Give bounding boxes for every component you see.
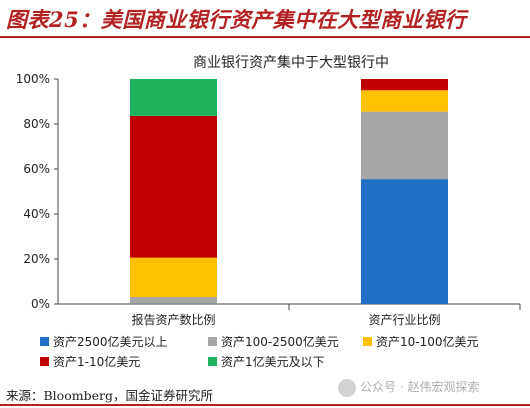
legend-label: 资产1-10亿美元 (53, 354, 140, 369)
legend-swatch (208, 337, 217, 346)
figure-title-bar: 图表25：美国商业银行资产集中在大型商业银行 (0, 0, 530, 38)
bottom-rule (0, 404, 530, 406)
y-tick-label: 0% (31, 297, 50, 311)
legend-swatch (40, 337, 49, 346)
bar-segment (130, 115, 217, 258)
legend-label: 资产100-2500亿美元 (221, 334, 339, 349)
y-tick-label: 60% (23, 162, 50, 176)
legend-label: 资产2500亿美元以上 (53, 334, 168, 349)
bar-segment (361, 90, 448, 112)
wechat-logo-icon (338, 378, 356, 397)
bar-segment (130, 297, 217, 304)
chart-title: 商业银行资产集中于大型银行中 (193, 54, 389, 71)
bar-segment (130, 257, 217, 298)
bar-segment (130, 79, 217, 116)
legend-label: 资产10-100亿美元 (376, 334, 479, 349)
y-tick-label: 100% (16, 72, 50, 86)
figure-title: 图表25：美国商业银行资产集中在大型商业银行 (6, 7, 467, 32)
legend-swatch (363, 337, 372, 346)
bar-segment (361, 179, 448, 304)
legend-swatch (40, 357, 49, 366)
watermark-text: 公众号 · 赵伟宏观探索 (360, 380, 480, 394)
source-note: 来源：Bloomberg，国金证券研究所 (6, 388, 213, 403)
legend-label: 资产1亿美元及以下 (221, 354, 325, 369)
x-tick-label: 报告资产数比例 (131, 312, 215, 327)
legend-swatch (208, 357, 217, 366)
stacked-bar-chart: 商业银行资产集中于大型银行中0%20%40%60%80%100%报告资产数比例资… (16, 54, 521, 369)
bar-segment (361, 79, 448, 91)
watermark: 公众号 · 赵伟宏观探索 (338, 378, 479, 397)
y-tick-label: 20% (23, 252, 50, 266)
y-tick-label: 80% (23, 117, 50, 131)
y-tick-label: 40% (23, 207, 50, 221)
x-tick-label: 资产行业比例 (368, 313, 440, 327)
bar-segment (361, 111, 448, 180)
